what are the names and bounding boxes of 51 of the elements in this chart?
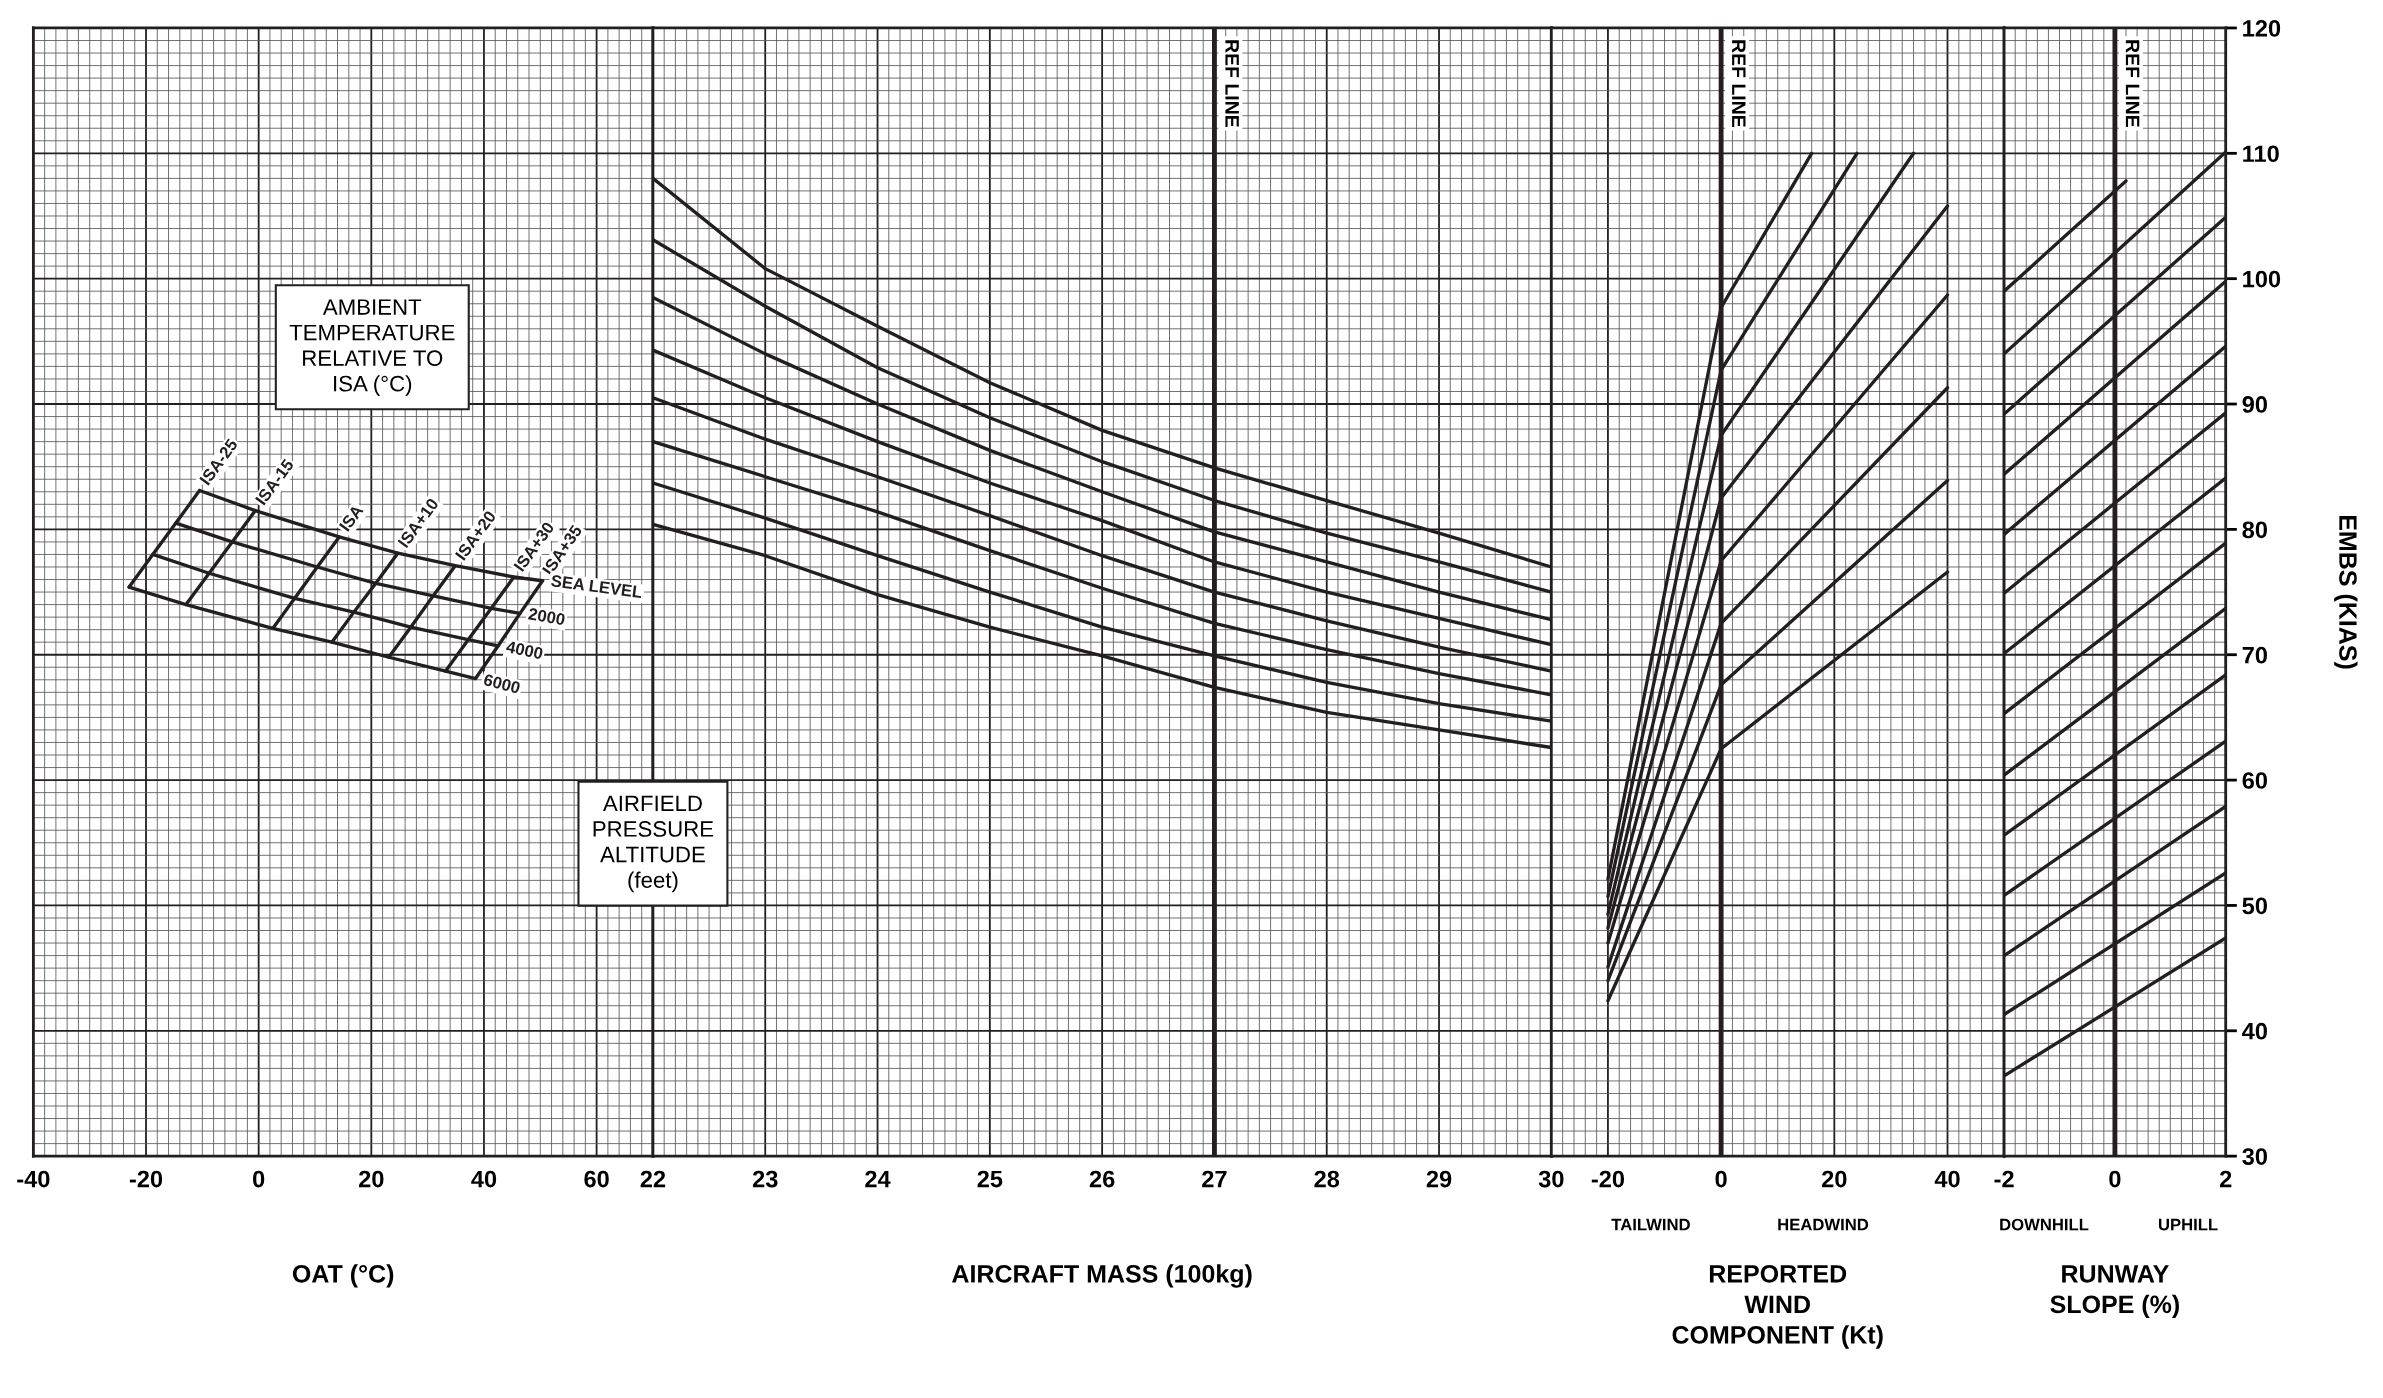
x-tick-label: 0	[253, 1170, 265, 1188]
annotation: AIRFIELD PRESSURE ALTITUDE (feet)	[593, 795, 714, 893]
x-tick-label: 29	[1426, 1170, 1452, 1188]
x-axis-title: REPORTED WIND COMPONENT (Kt)	[1672, 1264, 1883, 1349]
text: HEADWIND	[1778, 1218, 1869, 1231]
x-tick-label: 20	[1822, 1170, 1847, 1188]
x-tick-label: 40	[471, 1170, 497, 1188]
y-tick-label: 100	[2243, 270, 2281, 288]
x-tick-label: 28	[1314, 1170, 1340, 1188]
x-tick-label: 20	[359, 1170, 384, 1188]
text: ISA	[338, 503, 364, 532]
x-tick-label: 0	[2109, 1170, 2121, 1188]
y-tick-label: 60	[2242, 772, 2267, 789]
x-axis-title: AIRCRAFT MASS (100kg)	[952, 1264, 1252, 1288]
x-tick-label: -40	[17, 1170, 50, 1188]
x-tick-label: 27	[1202, 1170, 1227, 1188]
ref-line-label: REF LINE	[1732, 40, 1746, 127]
text: 2000	[528, 607, 566, 626]
y-tick-label: 110	[2243, 145, 2279, 163]
x-tick-label: 40	[1934, 1170, 1960, 1188]
y-tick-label: 80	[2242, 521, 2267, 539]
y-tick-label: 50	[2242, 897, 2267, 915]
x-tick-label: 24	[865, 1170, 891, 1188]
y-tick-label: 120	[2243, 20, 2281, 37]
x-tick-label: 25	[977, 1170, 1003, 1188]
x-tick-label: 30	[1538, 1170, 1564, 1188]
x-tick-label: -2	[1994, 1170, 2014, 1188]
x-tick-label: 22	[640, 1170, 666, 1188]
x-tick-label: 0	[1715, 1170, 1727, 1188]
y-tick-label: 90	[2242, 396, 2267, 413]
x-tick-label: 23	[752, 1170, 778, 1188]
x-axis-title: RUNWAY SLOPE (%)	[2050, 1265, 2179, 1319]
text: 4000	[505, 640, 544, 660]
x-axis-title: OAT (°C)	[292, 1264, 394, 1288]
x-tick-label: 2	[2219, 1170, 2232, 1188]
y-axis-title: EMBS (KIAS)	[2334, 515, 2358, 669]
text: TAILWIND	[1611, 1218, 1690, 1231]
y-tick-label: 30	[2242, 1148, 2267, 1165]
text: SEA LEVEL	[550, 574, 643, 599]
annotation: AMBIENT TEMPERATURE RELATIVE TO ISA (°C)	[289, 299, 455, 396]
text: UPHILL	[2158, 1218, 2218, 1231]
y-tick-label: 70	[2242, 646, 2267, 664]
y-tick-label: 40	[2242, 1022, 2267, 1040]
x-tick-label: -20	[1591, 1170, 1625, 1188]
x-tick-label: 26	[1089, 1170, 1115, 1188]
x-tick-label: -20	[129, 1170, 163, 1188]
ref-line-label: REF LINE	[1225, 40, 1239, 127]
ref-line-label: REF LINE	[2125, 40, 2140, 127]
text: 6000	[483, 673, 521, 694]
text: DOWNHILL	[2000, 1218, 2089, 1231]
x-tick-label: 60	[584, 1170, 609, 1188]
